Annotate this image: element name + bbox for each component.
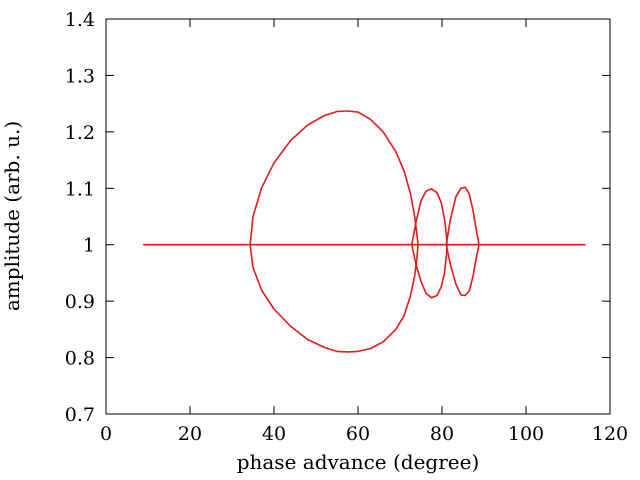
y-tick-label: 1 [83, 235, 95, 257]
x-tick-label: 80 [430, 423, 454, 445]
y-tick-label: 1.3 [65, 65, 95, 87]
y-tick-label: 1.1 [65, 178, 95, 200]
series-line-loop-3 [445, 186, 480, 297]
x-tick-label: 100 [508, 423, 544, 445]
series-line-loop-1 [249, 110, 419, 353]
y-tick-label: 0.7 [65, 404, 95, 426]
plot-frame [105, 18, 611, 415]
x-tick-label: 20 [178, 423, 202, 445]
y-axis-label: amplitude (arb. u.) [0, 121, 24, 311]
x-tick-label: 120 [592, 423, 628, 445]
y-tick-label: 0.8 [65, 348, 95, 370]
x-tick-label: 60 [346, 423, 370, 445]
x-axis-label: phase advance (degree) [237, 450, 480, 474]
y-tick-label: 1.4 [65, 9, 95, 31]
y-tick-label: 0.9 [65, 291, 95, 313]
x-tick-label: 40 [262, 423, 286, 445]
tick-labels-layer: 0 20 40 60 80 100 120 0.7 0.8 0.9 1 1.1 1.2 1.3 1.4 [65, 9, 628, 445]
x-tick-label: 0 [100, 423, 112, 445]
series-layer [143, 110, 586, 353]
y-tick-label: 1.2 [65, 122, 95, 144]
